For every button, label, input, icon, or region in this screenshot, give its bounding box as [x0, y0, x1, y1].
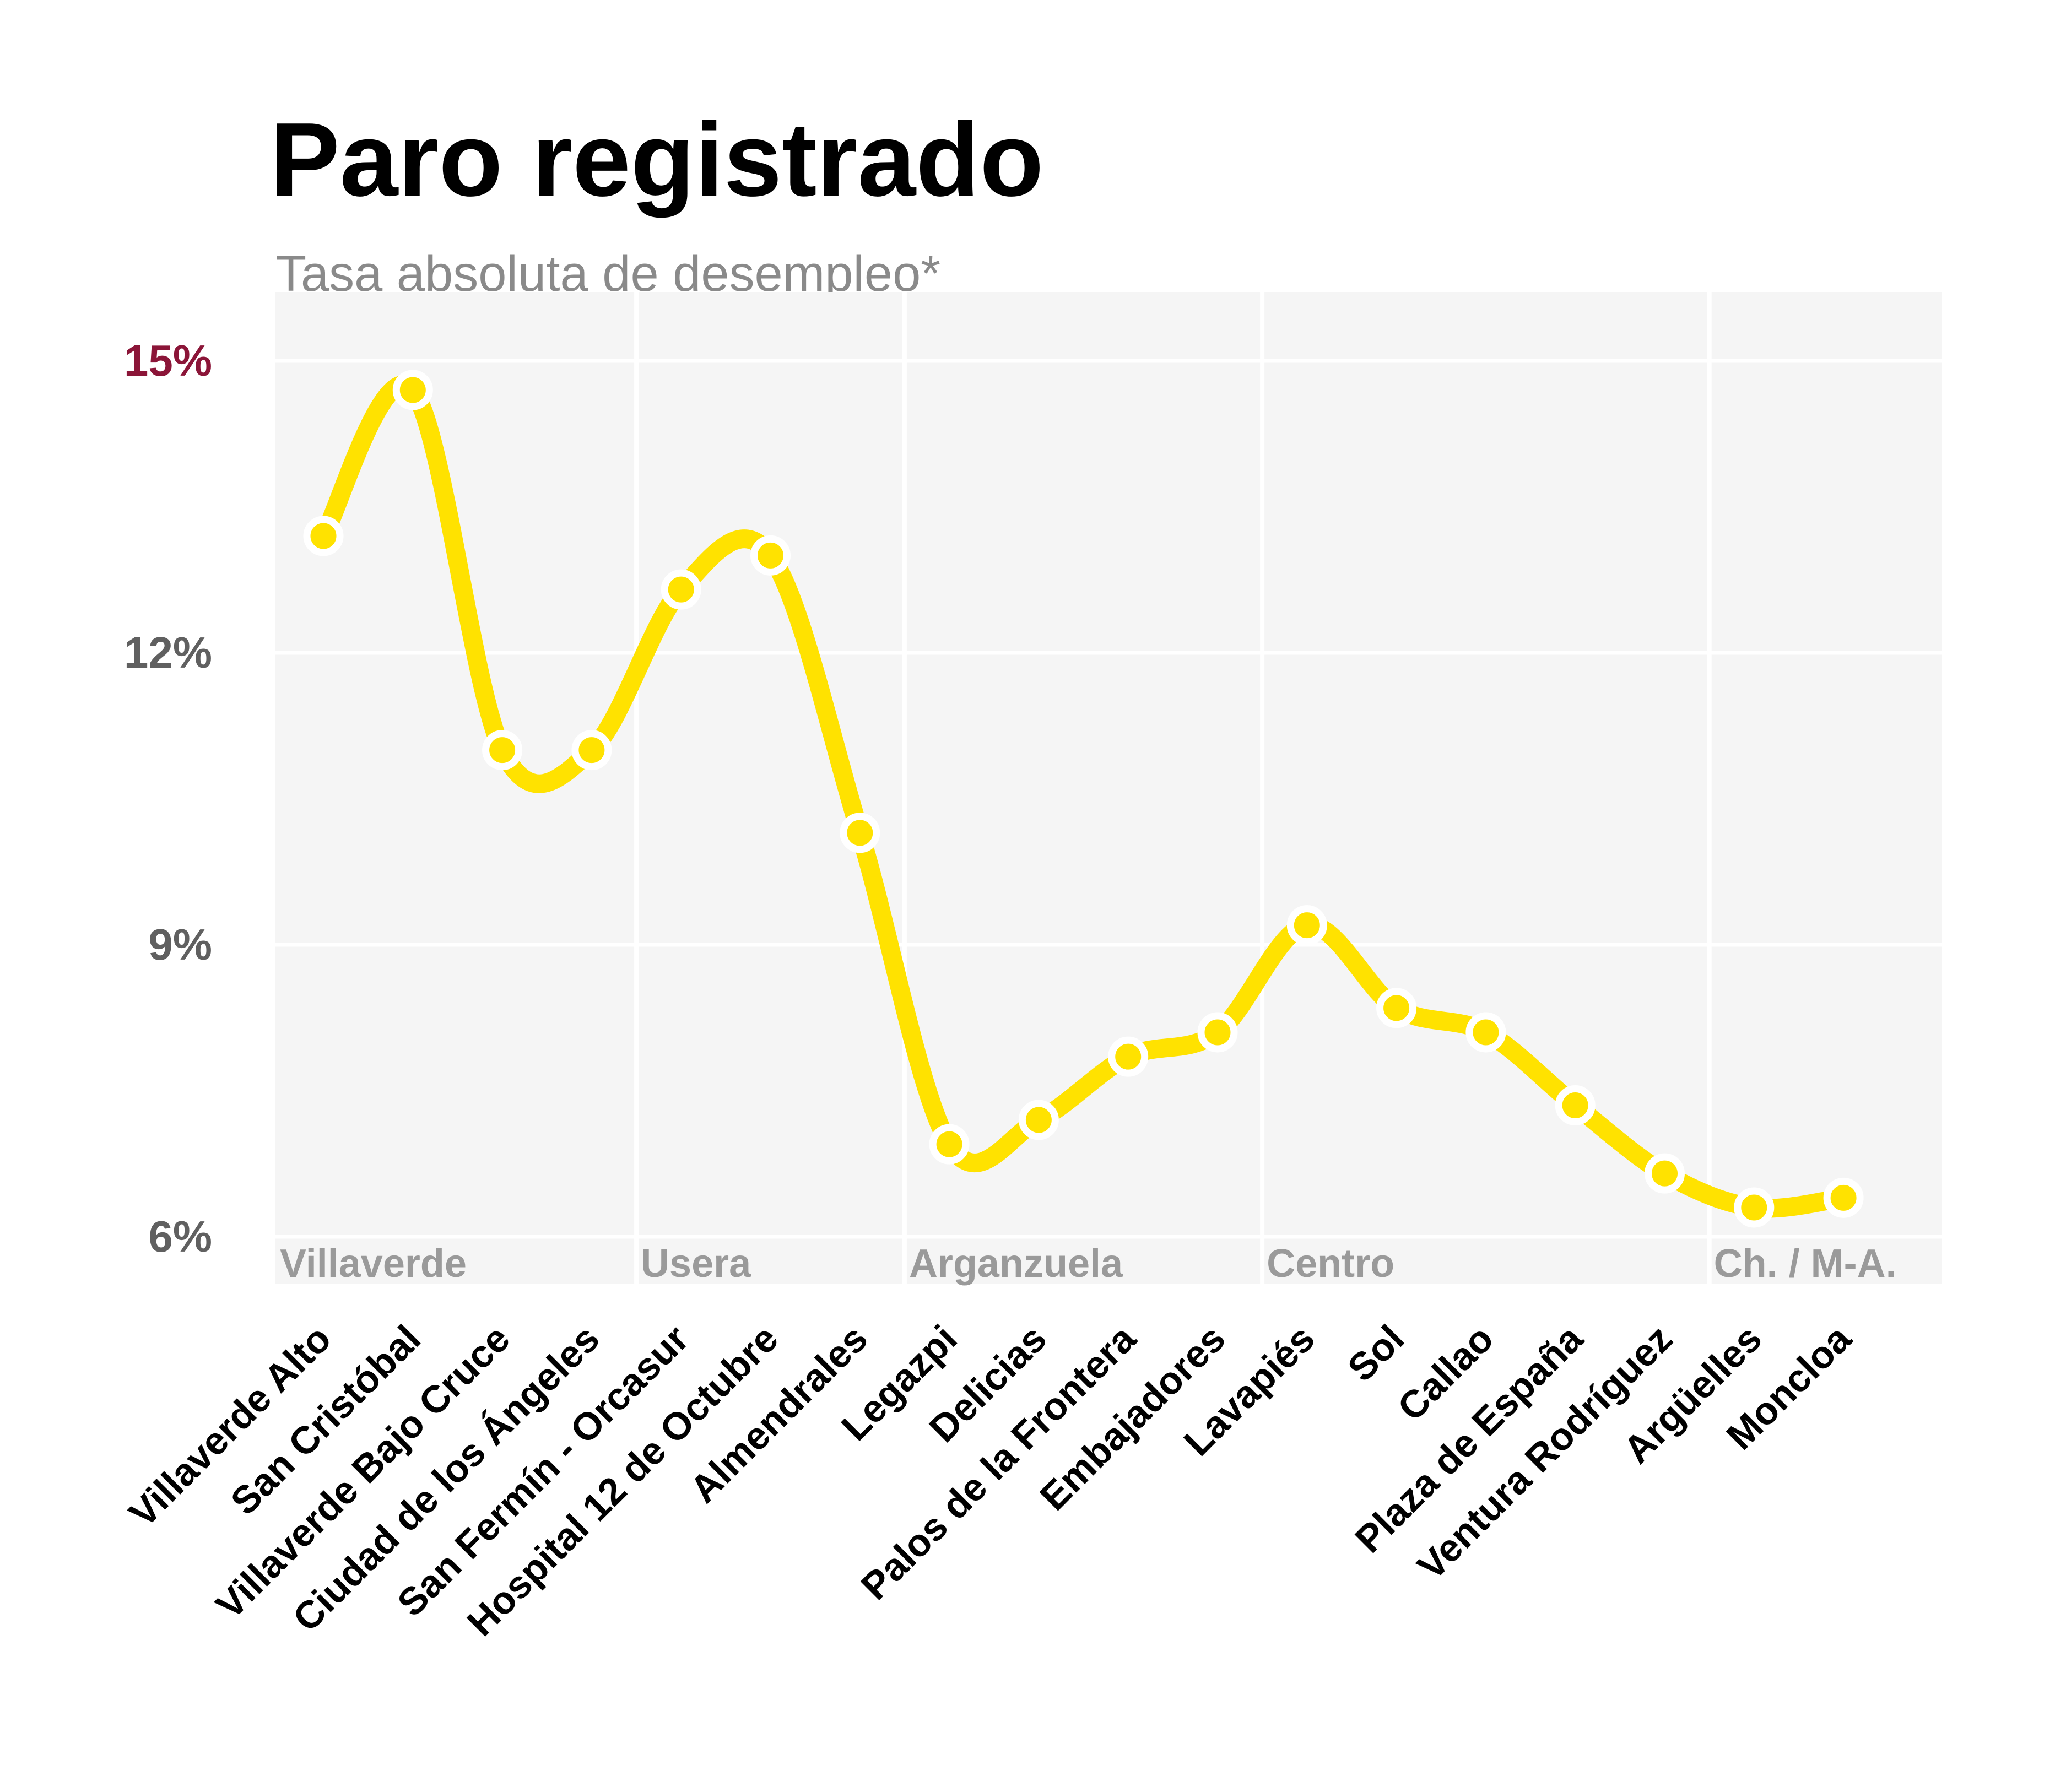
data-point [1108, 1036, 1149, 1077]
data-point [840, 813, 880, 853]
data-point [929, 1124, 970, 1165]
data-point [1823, 1177, 1864, 1218]
chart-title: Paro registrado [270, 101, 1043, 218]
group-label: Usera [641, 1242, 751, 1286]
data-point [1555, 1085, 1596, 1125]
group-label: Arganzuela [909, 1242, 1123, 1286]
y-axis-ticks: 6% 9% 12% 15% [124, 336, 212, 1261]
data-point [571, 730, 612, 771]
y-tick-label: 15% [124, 336, 212, 385]
data-point [392, 370, 433, 410]
data-point [1286, 905, 1327, 946]
data-point [661, 569, 701, 610]
x-tick-label: Sol [1339, 1317, 1412, 1389]
group-label: Centro [1267, 1242, 1394, 1286]
y-tick-label: 6% [148, 1212, 212, 1261]
data-point [1376, 988, 1417, 1028]
group-labels: Villaverde Usera Arganzuela Centro Ch. / M-A… [280, 1242, 1897, 1286]
data-point [750, 535, 791, 576]
group-label: Ch. / M-A. [1714, 1242, 1897, 1286]
grid-lines [275, 292, 1942, 1284]
y-tick-label: 9% [148, 920, 212, 969]
data-point [1197, 1012, 1238, 1053]
data-point [1645, 1153, 1685, 1194]
data-point [482, 730, 523, 771]
data-point [303, 516, 344, 556]
data-series [303, 370, 1864, 1228]
group-label: Villaverde [280, 1242, 467, 1286]
data-point [1018, 1100, 1059, 1140]
y-tick-label: 12% [124, 628, 212, 677]
data-point [1734, 1187, 1775, 1228]
data-point [1465, 1012, 1506, 1053]
